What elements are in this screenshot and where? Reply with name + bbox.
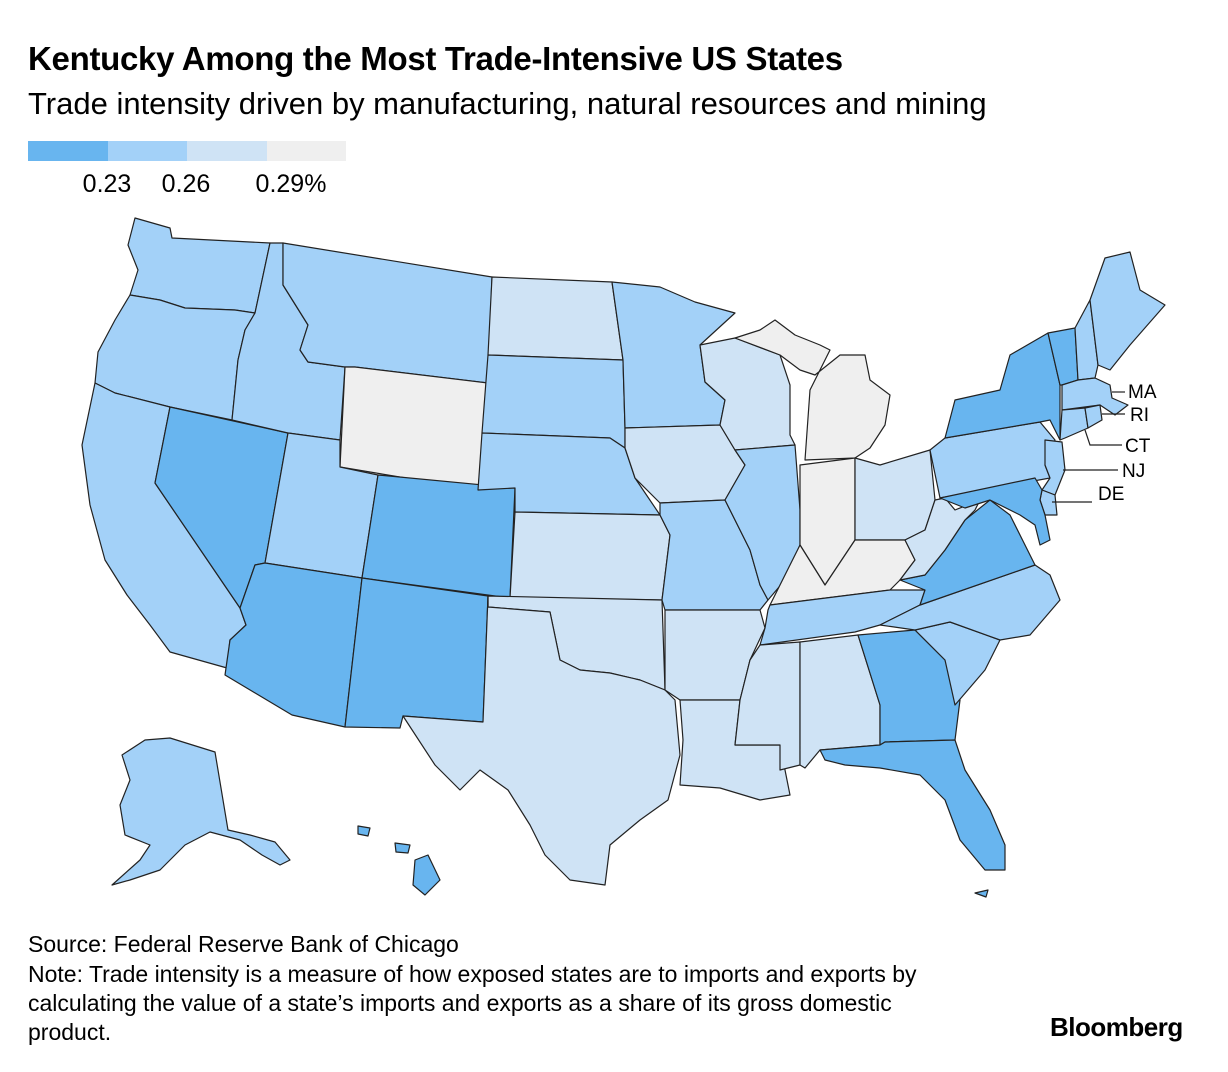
callout-label-ri: RI [1130,405,1149,426]
state-nj [1041,439,1066,496]
state-hi-maui [394,842,411,854]
legend-tick-3: 0.29% [255,170,327,198]
state-co [361,474,516,599]
state-tx [402,595,681,886]
legend-swatch-3 [187,141,267,161]
state-hi [412,854,441,896]
state-ks [509,511,671,601]
callout-label-ct: CT [1125,436,1151,457]
source-note: Source: Federal Reserve Bank of Chicago [28,931,459,957]
us-map: MA RI CT NJ DE [81,217,1166,898]
state-ny [944,332,1061,441]
chart-subtitle: Trade intensity driven by manufacturing,… [28,86,987,121]
bloomberg-logo: Bloomberg [1050,1012,1183,1042]
state-mi [734,319,891,461]
state-wv [899,497,981,581]
state-me [1089,251,1166,371]
legend-swatch-4 [266,141,346,161]
state-ri [1084,404,1103,429]
legend-swatch-2 [107,141,187,161]
legend-swatch-1 [28,141,108,161]
state-oh [854,449,936,541]
callout-label-nj: NJ [1122,461,1145,482]
state-nm [344,577,489,729]
callout-label-de: DE [1098,484,1124,505]
callout-line-ct [1084,429,1122,446]
methodology-note: Note: Trade intensity is a measure of ho… [28,961,917,1045]
state-hi-oahu [357,825,371,837]
state-il [724,444,801,601]
state-ct [1059,407,1089,441]
state-md [939,477,1051,546]
state-tn [759,589,926,646]
state-ma [1061,377,1129,416]
legend-bar [28,141,346,161]
callout-label-ma: MA [1128,382,1157,403]
state-mt [282,242,493,384]
legend-tick-2: 0.26 [161,170,211,198]
state-fl [819,739,1006,871]
state-nd [487,276,624,361]
legend-tick-1: 0.23 [82,170,132,198]
state-fl-keys [974,889,989,898]
state-ak [111,737,291,886]
chart-title: Kentucky Among the Most Trade-Intensive … [28,40,843,77]
